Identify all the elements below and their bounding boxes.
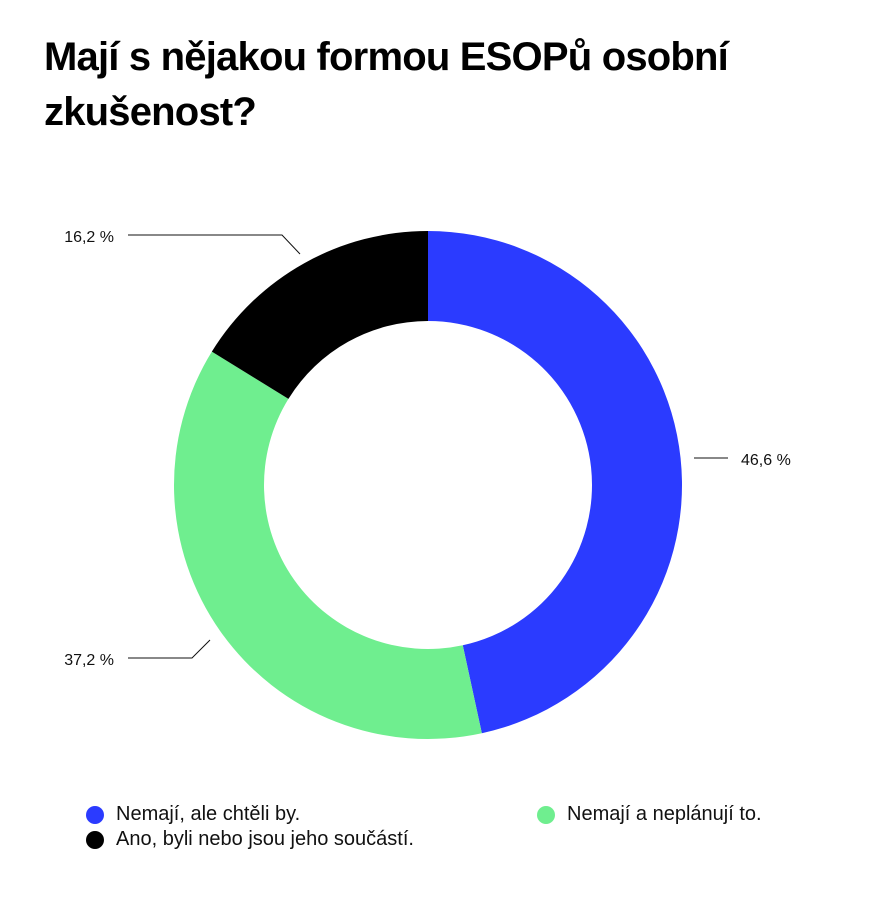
slice-value-label: 46,6 % <box>741 452 791 469</box>
donut-slice <box>173 351 482 739</box>
leader-line <box>128 639 211 659</box>
donut-slice <box>428 231 682 734</box>
chart-title: Mají s nějakou formou ESOPů osobní zkuše… <box>44 35 729 134</box>
donut-slice <box>211 231 428 399</box>
slice-value-label: 16,2 % <box>64 229 114 246</box>
slice-value-label: 37,2 % <box>64 652 114 669</box>
leader-line <box>128 234 301 255</box>
